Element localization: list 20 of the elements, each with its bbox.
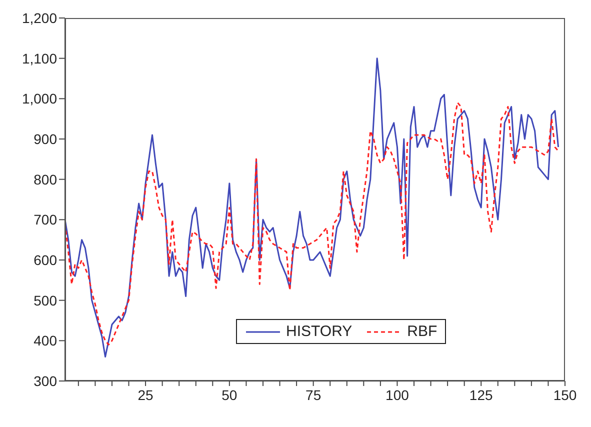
- x-tick-label: 100: [386, 386, 410, 403]
- y-tick-label: 400: [34, 332, 58, 349]
- y-tick-label: 300: [34, 372, 58, 389]
- legend-label: RBF: [407, 323, 438, 340]
- y-tick-label: 500: [34, 292, 58, 308]
- x-tick-label: 50: [222, 386, 238, 403]
- y-tick-label: 1,000: [22, 90, 58, 107]
- y-tick-label: 700: [34, 212, 58, 228]
- x-tick-label: 75: [306, 386, 322, 403]
- y-tick-label: 1,100: [22, 50, 58, 66]
- line-series: [65, 102, 560, 346]
- y-tick-label: 900: [34, 130, 58, 147]
- y-tick-label: 1,200: [22, 10, 58, 26]
- legend-label: HISTORY: [286, 323, 352, 340]
- y-tick-label: 800: [34, 171, 58, 188]
- x-tick-label: 25: [138, 386, 154, 403]
- x-tick-label: 150: [553, 386, 577, 403]
- y-tick-label: 600: [34, 252, 58, 268]
- line-series: [65, 58, 560, 358]
- x-tick-label: 125: [469, 386, 493, 403]
